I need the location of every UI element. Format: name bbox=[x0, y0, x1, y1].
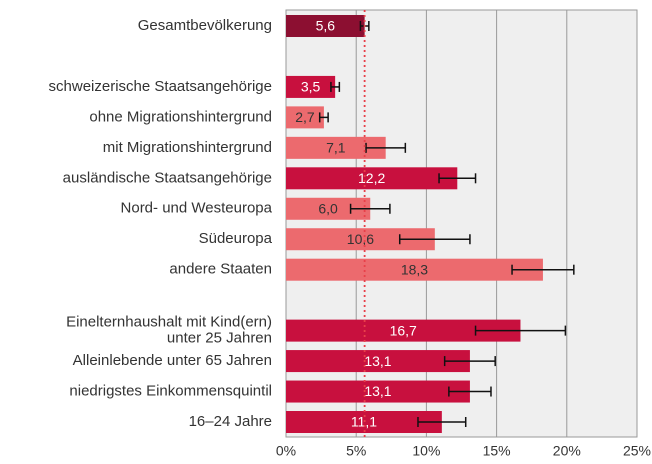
bar bbox=[286, 350, 470, 373]
plot-area bbox=[286, 10, 637, 437]
bar bbox=[286, 228, 435, 251]
x-tick-label: 15% bbox=[483, 443, 511, 459]
category-label: niedrigstes Einkommensquintil bbox=[69, 383, 272, 400]
bar bbox=[286, 75, 336, 98]
category-label: Nord- und Westeuropa bbox=[121, 200, 273, 217]
bar bbox=[286, 380, 470, 403]
category-label: 16–24 Jahre bbox=[189, 413, 272, 430]
value-label: 5,6 bbox=[316, 18, 336, 34]
value-label: 10,6 bbox=[347, 231, 374, 247]
error-bar bbox=[443, 356, 496, 367]
value-label: 13,1 bbox=[364, 383, 391, 399]
error-bar bbox=[318, 112, 329, 123]
bar bbox=[286, 167, 458, 190]
x-tick-label: 20% bbox=[553, 443, 581, 459]
error-bar bbox=[417, 417, 467, 427]
category-label: ohne Migrationshintergrund bbox=[89, 108, 272, 125]
bar bbox=[286, 197, 371, 220]
bar bbox=[286, 136, 386, 159]
error-bar bbox=[330, 81, 341, 92]
x-tick-label: 10% bbox=[412, 443, 440, 459]
category-label: Einelternhaushalt mit Kind(ern) unter 25 … bbox=[66, 314, 272, 347]
x-tick-label: 0% bbox=[276, 443, 296, 459]
category-label: schweizerische Staatsangehörige bbox=[49, 78, 272, 95]
plot-border bbox=[285, 9, 638, 438]
category-label: Südeuropa bbox=[199, 230, 273, 247]
error-bar bbox=[438, 173, 477, 184]
bar bbox=[286, 258, 543, 281]
value-label: 3,5 bbox=[301, 79, 321, 95]
value-label: 7,1 bbox=[326, 140, 346, 156]
x-tick-label: 25% bbox=[623, 443, 651, 459]
value-label: 12,2 bbox=[358, 170, 385, 186]
bar bbox=[286, 411, 442, 433]
category-label: ausländische Staatsangehörige bbox=[63, 169, 272, 186]
category-label: andere Staaten bbox=[169, 261, 272, 278]
category-label: Gesamtbevölkerung bbox=[138, 17, 272, 34]
category-label: mit Migrationshintergrund bbox=[103, 139, 272, 156]
category-label: Alleinlebende unter 65 Jahren bbox=[73, 352, 272, 369]
error-bar bbox=[448, 386, 492, 397]
bar bbox=[286, 106, 324, 129]
bar bbox=[286, 15, 365, 37]
error-bar bbox=[365, 142, 407, 153]
value-label: 2,7 bbox=[295, 109, 315, 125]
value-label: 6,0 bbox=[318, 200, 338, 216]
bar bbox=[286, 319, 521, 342]
value-label: 16,7 bbox=[390, 322, 417, 338]
error-bar bbox=[398, 234, 471, 245]
error-bar bbox=[474, 325, 567, 336]
value-label: 13,1 bbox=[364, 353, 391, 369]
error-bar bbox=[511, 264, 575, 275]
error-bar bbox=[349, 203, 391, 214]
value-label: 18,3 bbox=[401, 261, 428, 277]
x-tick-label: 5% bbox=[346, 443, 366, 459]
